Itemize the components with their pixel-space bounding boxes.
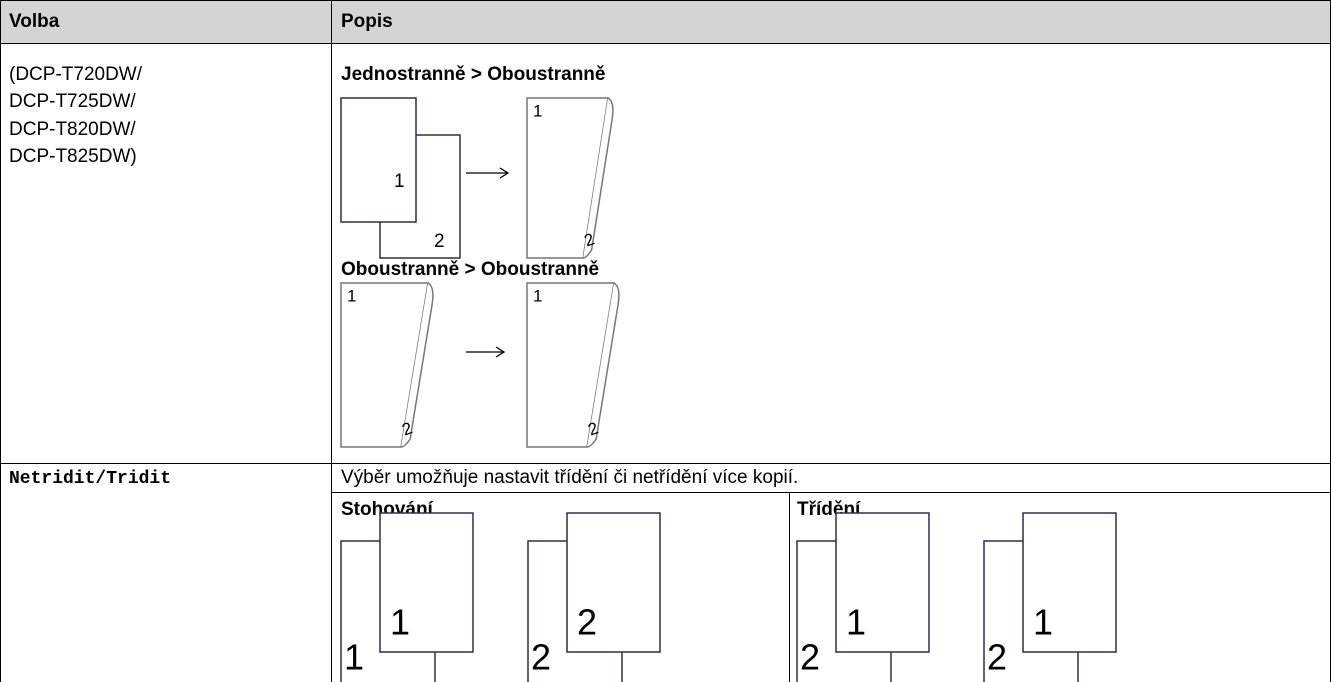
page-number: 2 [987,637,1007,678]
page-number: 1 [394,171,405,192]
page-number: 1 [846,602,866,643]
page-number: 2 [800,637,820,678]
option-name: Netridit/Tridit [9,469,171,489]
option-line: DCP-T825DW) [9,146,137,167]
arrow [466,346,506,358]
arrow [466,167,510,179]
option-line: DCP-T725DW/ [9,91,136,112]
page-curl [400,282,434,448]
page [835,512,930,653]
page [379,512,474,653]
page-number: 1 [344,637,364,678]
item-label: Jednostranně > Oboustranně [341,64,605,85]
option-line: (DCP-T720DW/ [9,64,143,85]
page-number: 2 [531,637,551,678]
page-number: 1 [1033,602,1053,643]
page [566,512,661,653]
page [1022,512,1117,653]
page-number: 1 [347,286,356,305]
page-number: 1 [390,602,410,643]
page [340,97,417,223]
option-line: DCP-T820DW/ [9,119,136,140]
header-bg [0,0,1331,43]
page-number: 1 [533,101,542,120]
page-number: 2 [434,231,445,252]
page-number: 1 [533,286,542,305]
header-cell: Popis [341,11,393,32]
page-curl [583,97,614,259]
page-number: 2 [577,602,597,643]
description: Výběr umožňuje nastavit třídění či netří… [341,467,798,488]
item-label: Oboustranně > Oboustranně [341,259,599,280]
header-cell: Volba [9,11,60,32]
page-curl [586,282,620,448]
